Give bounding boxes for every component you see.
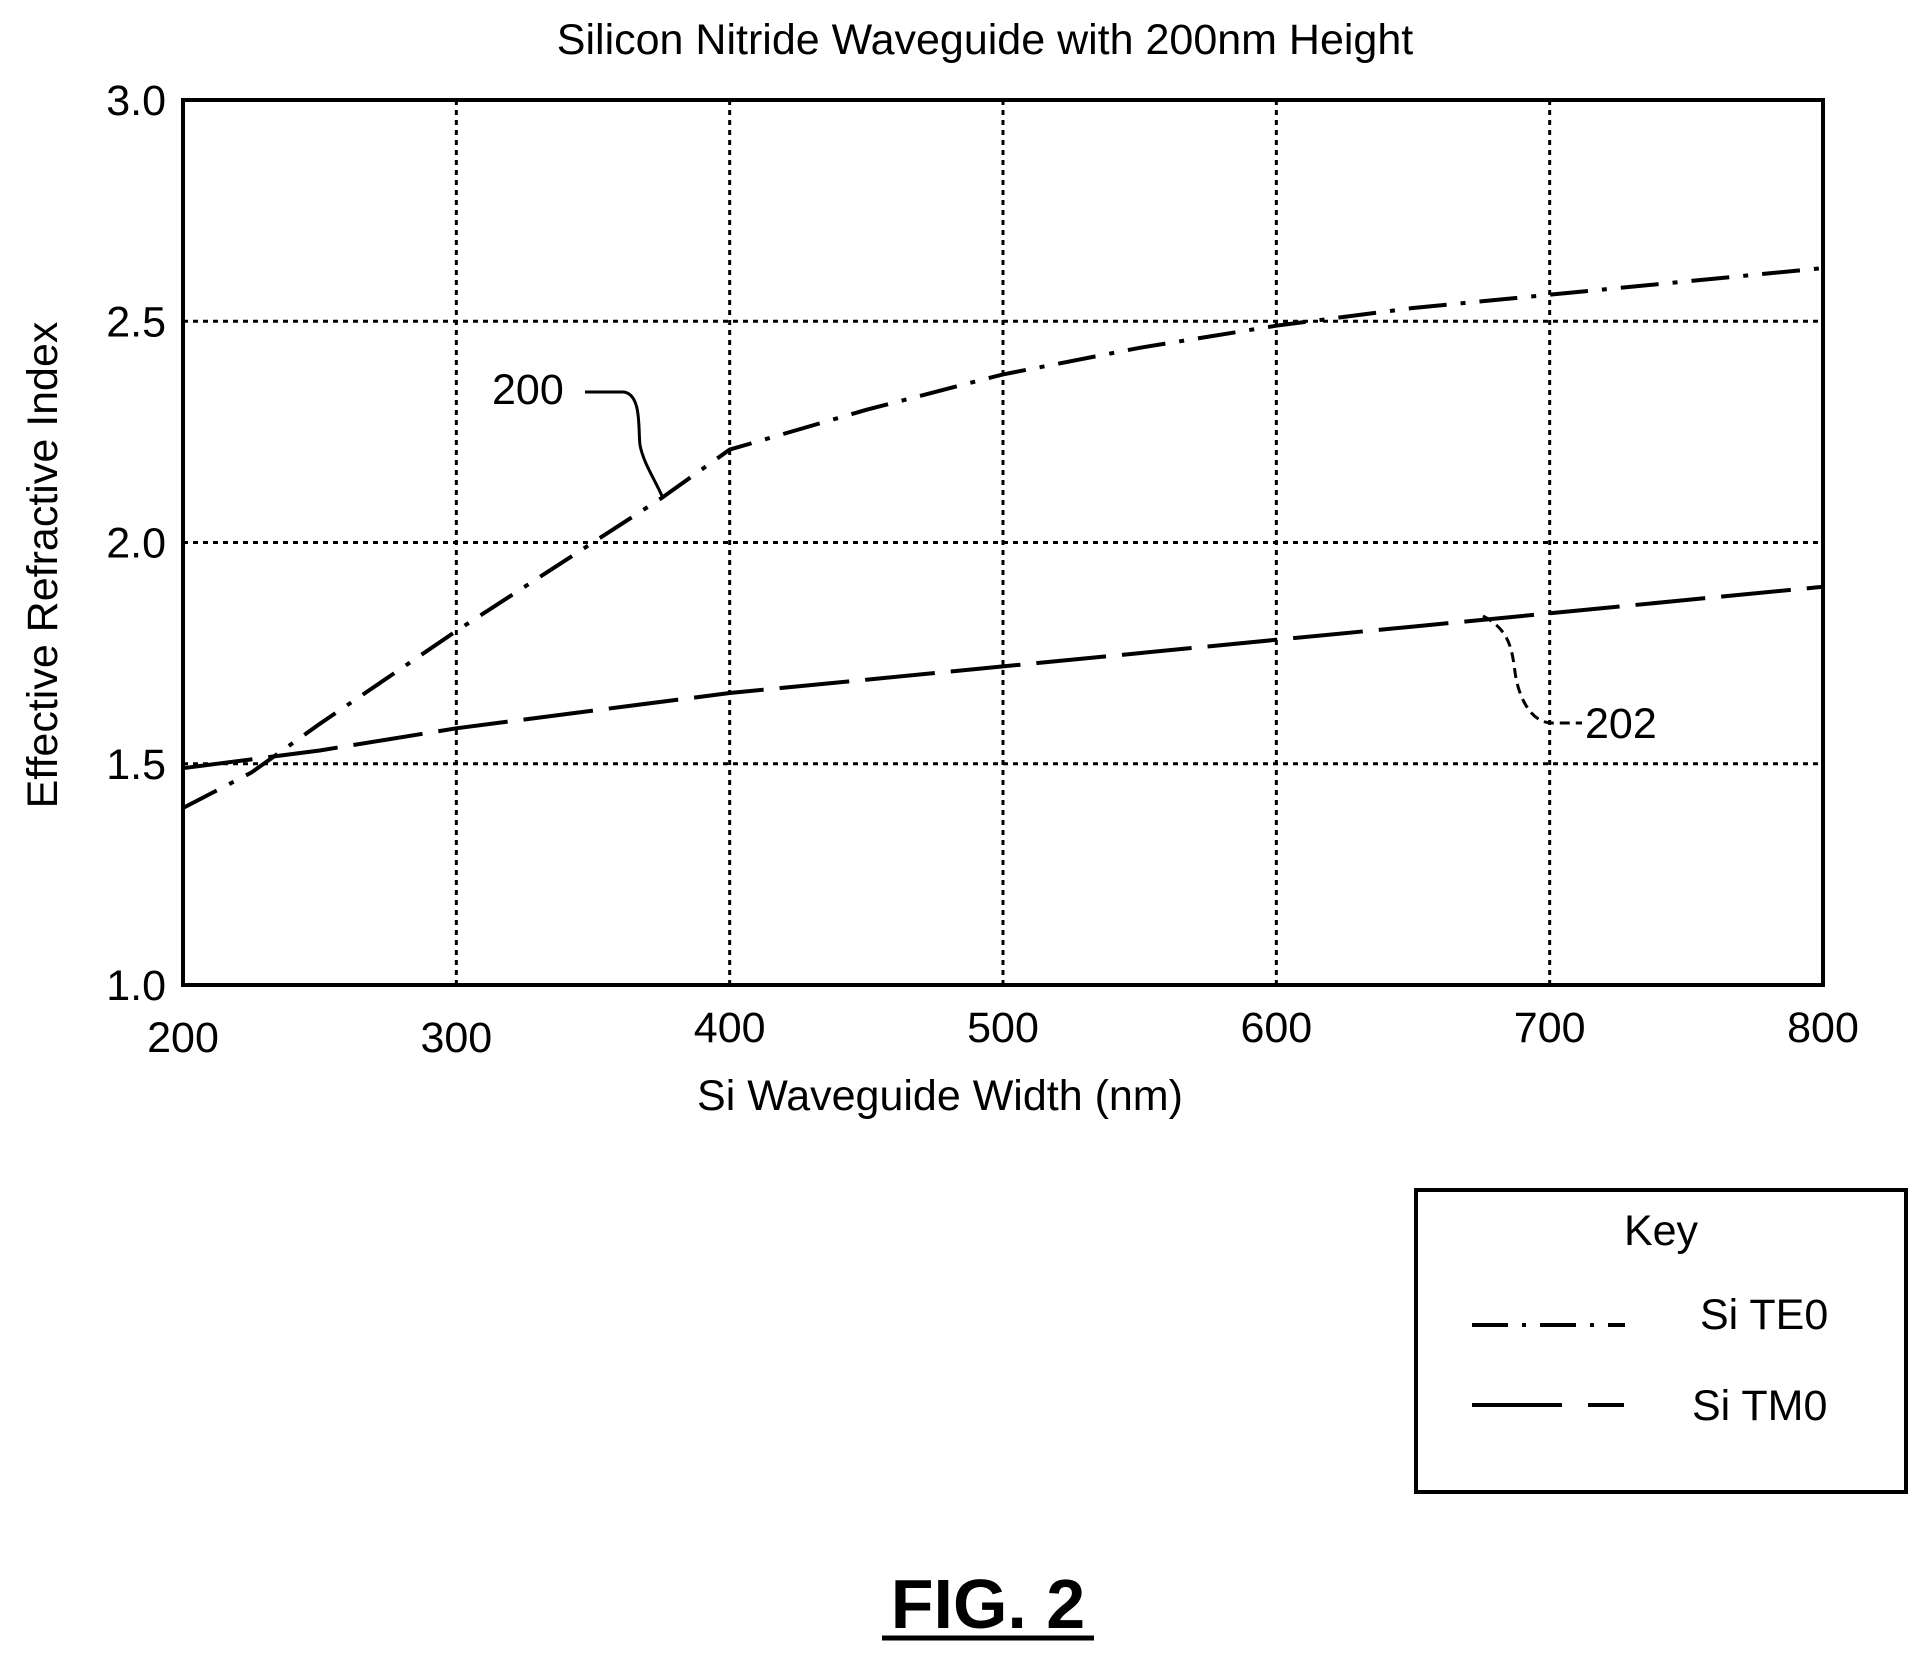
callout-202-leader <box>1482 614 1582 725</box>
x-tick-label-400: 400 <box>694 1004 766 1052</box>
legend: Key Si TE0 Si TM0 <box>1414 1188 1908 1494</box>
y-tick-label-3.0: 3.0 <box>106 77 166 125</box>
chart-title: Silicon Nitride Waveguide with 200nm Hei… <box>557 16 1413 64</box>
callout-202-label: 202 <box>1585 700 1657 748</box>
plot-frame <box>181 98 1825 987</box>
callout-200-leader <box>585 390 664 497</box>
series-line-si-tm0 <box>182 584 1824 771</box>
y-tick-label-2.0: 2.0 <box>106 520 166 568</box>
series-line-si-te0 <box>182 266 1824 810</box>
y-axis-label: Effective Refractive Index <box>19 321 67 808</box>
legend-label-si-tm0: Si TM0 <box>1692 1382 1827 1430</box>
callout-200: 200 <box>492 366 664 497</box>
y-tick-label-1.5: 1.5 <box>106 741 166 789</box>
x-tick-label-600: 600 <box>1240 1004 1312 1052</box>
legend-label-si-te0: Si TE0 <box>1700 1291 1828 1339</box>
series-lines <box>182 266 1824 810</box>
x-tick-label-700: 700 <box>1514 1004 1586 1052</box>
gridlines <box>183 100 1823 985</box>
x-tick-label-500: 500 <box>967 1004 1039 1052</box>
figure-label: FIG. 2 <box>891 1565 1085 1643</box>
x-tick-label-200: 200 <box>147 1014 219 1062</box>
y-tick-label-1.0: 1.0 <box>106 962 166 1010</box>
y-tick-labels: 1.0 1.5 2.0 2.5 3.0 <box>106 77 166 1010</box>
x-tick-label-800: 800 <box>1787 1004 1859 1052</box>
callout-200-label: 200 <box>492 366 564 414</box>
legend-box <box>1414 1188 1908 1494</box>
x-tick-labels: 200 300 400 500 600 700 800 <box>147 1004 1859 1062</box>
callout-202: 202 <box>1482 614 1657 748</box>
legend-title: Key <box>1624 1207 1699 1255</box>
y-tick-label-2.5: 2.5 <box>106 298 166 346</box>
x-axis-label: Si Waveguide Width (nm) <box>697 1072 1183 1120</box>
x-tick-label-300: 300 <box>420 1014 492 1062</box>
